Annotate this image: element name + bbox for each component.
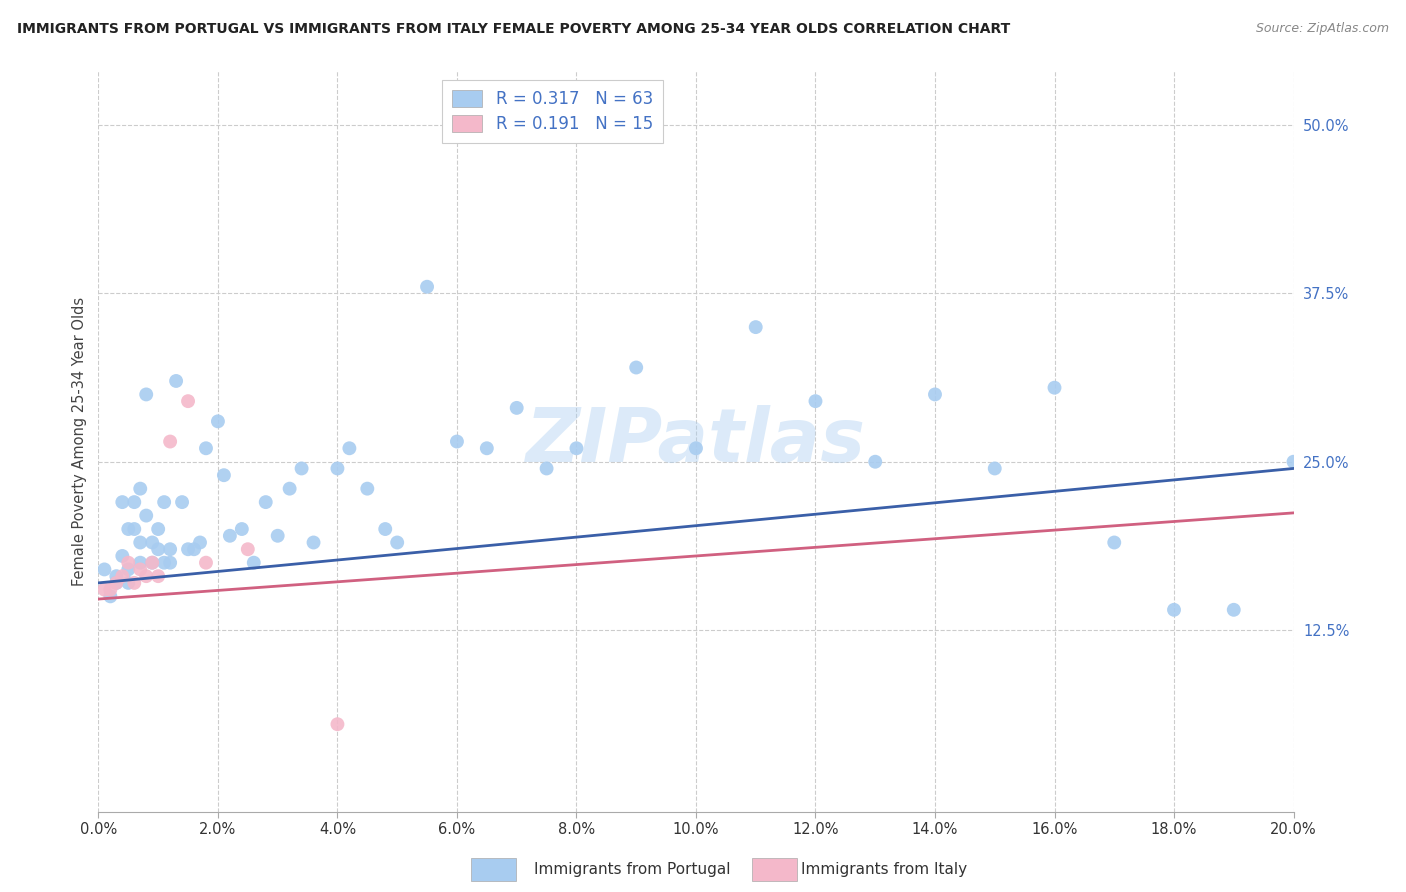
Point: [177, 542, 200, 557]
Point: [159, 434, 181, 449]
Point: [506, 401, 529, 415]
Point: [1104, 535, 1126, 549]
Point: [111, 549, 134, 563]
Point: [302, 535, 325, 549]
Point: [117, 575, 139, 590]
Point: [1163, 603, 1185, 617]
Point: [339, 442, 361, 456]
Point: [135, 569, 157, 583]
Point: [141, 535, 163, 549]
Point: [129, 482, 152, 496]
Point: [129, 562, 152, 576]
Point: [117, 556, 139, 570]
Point: [98, 590, 122, 604]
Point: [148, 569, 170, 583]
Point: [1223, 603, 1246, 617]
Point: [183, 542, 205, 557]
Point: [254, 495, 277, 509]
Text: Immigrants from Portugal: Immigrants from Portugal: [534, 863, 731, 877]
Text: Immigrants from Italy: Immigrants from Italy: [801, 863, 967, 877]
Point: [385, 535, 409, 549]
Point: [172, 495, 194, 509]
FancyBboxPatch shape: [471, 858, 516, 881]
Point: [236, 542, 259, 557]
Point: [135, 387, 157, 401]
Point: [219, 529, 242, 543]
Point: [326, 461, 349, 475]
Point: [124, 575, 146, 590]
Point: [565, 442, 588, 456]
Point: [924, 387, 946, 401]
Point: [804, 394, 827, 409]
Text: Source: ZipAtlas.com: Source: ZipAtlas.com: [1256, 22, 1389, 36]
Point: [685, 442, 707, 456]
Point: [165, 374, 187, 388]
Point: [124, 495, 146, 509]
Point: [141, 556, 163, 570]
Point: [536, 461, 558, 475]
Point: [231, 522, 253, 536]
Point: [374, 522, 396, 536]
Point: [984, 461, 1007, 475]
Point: [745, 320, 768, 334]
Point: [124, 522, 146, 536]
Point: [475, 442, 498, 456]
Point: [626, 360, 648, 375]
Point: [865, 455, 887, 469]
Y-axis label: Female Poverty Among 25-34 Year Olds: Female Poverty Among 25-34 Year Olds: [72, 297, 87, 586]
Point: [153, 556, 176, 570]
Point: [416, 279, 439, 293]
Point: [326, 717, 349, 731]
Point: [117, 562, 139, 576]
Legend: R = 0.317   N = 63, R = 0.191   N = 15: R = 0.317 N = 63, R = 0.191 N = 15: [443, 79, 662, 143]
Point: [148, 542, 170, 557]
Point: [177, 394, 200, 409]
Text: IMMIGRANTS FROM PORTUGAL VS IMMIGRANTS FROM ITALY FEMALE POVERTY AMONG 25-34 YEA: IMMIGRANTS FROM PORTUGAL VS IMMIGRANTS F…: [17, 22, 1010, 37]
Point: [212, 468, 235, 483]
Point: [278, 482, 301, 496]
Point: [93, 582, 115, 597]
Point: [159, 542, 181, 557]
Point: [148, 522, 170, 536]
Point: [141, 556, 163, 570]
Point: [111, 495, 134, 509]
Point: [291, 461, 314, 475]
Point: [267, 529, 290, 543]
Point: [111, 569, 134, 583]
Point: [117, 522, 139, 536]
Point: [105, 575, 128, 590]
Point: [1282, 455, 1305, 469]
Point: [135, 508, 157, 523]
Point: [93, 562, 115, 576]
Point: [159, 556, 181, 570]
Point: [129, 556, 152, 570]
Point: [1043, 381, 1066, 395]
Point: [105, 575, 128, 590]
Point: [98, 582, 122, 597]
FancyBboxPatch shape: [752, 858, 797, 881]
Point: [195, 442, 218, 456]
Text: ZIPatlas: ZIPatlas: [526, 405, 866, 478]
Point: [243, 556, 266, 570]
Point: [446, 434, 468, 449]
Point: [356, 482, 378, 496]
Point: [105, 569, 128, 583]
Point: [129, 535, 152, 549]
Point: [153, 495, 176, 509]
Point: [207, 414, 229, 428]
Point: [188, 535, 211, 549]
Point: [195, 556, 218, 570]
